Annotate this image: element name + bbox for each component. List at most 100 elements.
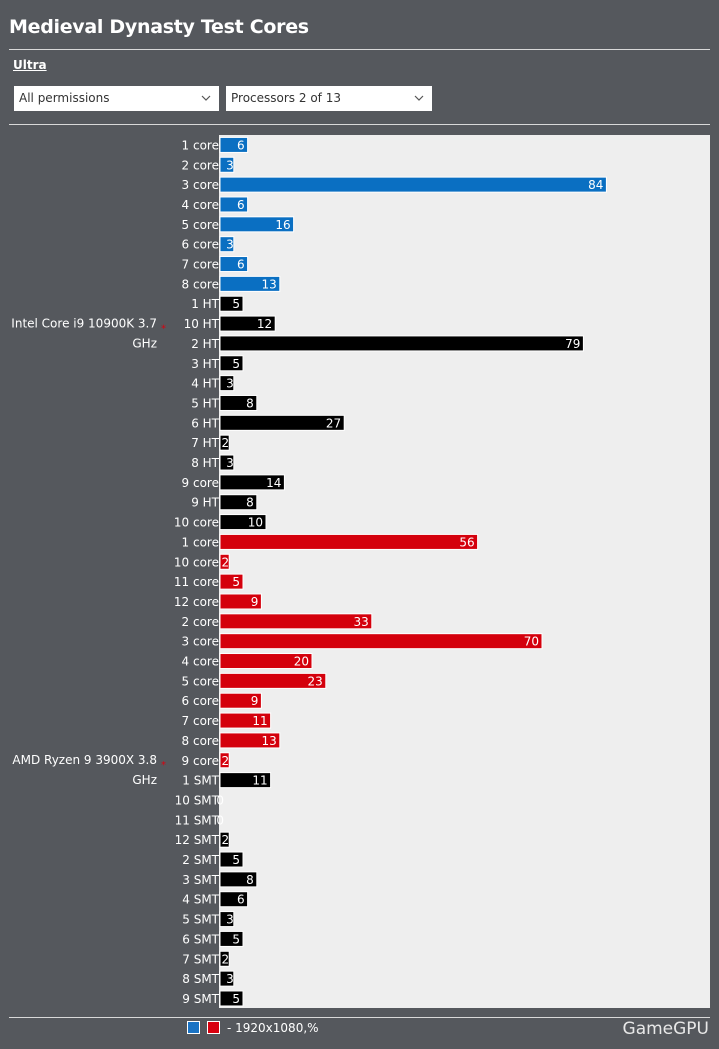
bar[interactable]: [219, 176, 607, 193]
value-label: 5: [232, 575, 240, 589]
bar[interactable]: [219, 256, 249, 273]
bar[interactable]: [219, 752, 230, 769]
value-label: 79: [565, 337, 580, 351]
bar[interactable]: [219, 891, 249, 908]
category-label: 8 core: [182, 277, 219, 291]
processors-select[interactable]: Processors 2 of 13: [226, 86, 432, 111]
group-marker-icon: *: [161, 760, 166, 771]
value-label: 3: [226, 158, 234, 172]
category-label: 2 core: [182, 158, 219, 172]
value-label: 33: [354, 615, 369, 629]
category-label: 9 HT: [191, 496, 219, 510]
value-label: 3: [226, 972, 234, 986]
category-label: 7 core: [182, 258, 219, 272]
bar[interactable]: [219, 593, 262, 610]
processors-select-value: Processors 2 of 13: [231, 91, 341, 105]
bar[interactable]: [219, 712, 272, 729]
value-label: 6: [237, 198, 245, 212]
bar[interactable]: [219, 930, 244, 947]
plot-area: [219, 135, 710, 1008]
category-label: 4 HT: [191, 377, 219, 391]
category-label: 3 core: [182, 635, 219, 649]
bar[interactable]: [219, 692, 262, 709]
bar[interactable]: [219, 514, 267, 531]
permissions-select-value: All permissions: [19, 91, 110, 105]
category-label: 6 core: [182, 694, 219, 708]
category-label: 2 SMT: [182, 853, 219, 867]
category-label: 6 SMT: [182, 932, 219, 946]
bar[interactable]: [219, 732, 281, 749]
settings-link[interactable]: Ultra: [13, 58, 47, 72]
value-label: 84: [588, 178, 603, 192]
permissions-select[interactable]: All permissions: [14, 86, 219, 111]
category-label: 8 core: [182, 734, 219, 748]
bar[interactable]: [219, 196, 249, 213]
category-label: 12 core: [174, 595, 219, 609]
chart-title: Medieval Dynasty Test Cores: [9, 16, 309, 38]
bar[interactable]: [219, 375, 235, 392]
value-label: 20: [294, 655, 309, 669]
bar[interactable]: [219, 315, 276, 332]
bar[interactable]: [219, 494, 258, 511]
category-label: 10 SMT: [175, 793, 220, 807]
category-label: 1 SMT: [182, 774, 219, 788]
bar[interactable]: [219, 136, 249, 153]
bar[interactable]: [219, 414, 345, 431]
group-marker-icon: *: [161, 324, 166, 335]
chevron-down-icon: [414, 95, 424, 101]
category-label: 12 SMT: [175, 833, 220, 847]
bar[interactable]: [219, 156, 235, 173]
category-label: 8 SMT: [182, 972, 219, 986]
value-label: 56: [459, 535, 474, 549]
bar[interactable]: [219, 950, 230, 967]
bar[interactable]: [219, 474, 285, 491]
bar[interactable]: [219, 633, 543, 650]
bar[interactable]: [219, 454, 235, 471]
category-label: 9 SMT: [182, 992, 219, 1006]
bar[interactable]: [219, 851, 244, 868]
bar[interactable]: [219, 553, 230, 570]
bar[interactable]: [219, 573, 244, 590]
category-label: 8 HT: [191, 456, 219, 470]
category-label: 2 HT: [191, 337, 219, 351]
value-label: 27: [326, 416, 341, 430]
bar[interactable]: [219, 831, 230, 848]
bar[interactable]: [219, 236, 235, 253]
value-label: 6: [237, 893, 245, 907]
category-label: 5 SMT: [182, 913, 219, 927]
legend-label: - 1920x1080,%: [227, 1021, 319, 1035]
bar[interactable]: [219, 275, 281, 292]
bar[interactable]: [219, 355, 244, 372]
value-label: 14: [266, 476, 281, 490]
value-label: 0: [216, 813, 224, 827]
value-label: 10: [248, 516, 263, 530]
value-label: 2: [222, 833, 230, 847]
value-label: 23: [308, 674, 323, 688]
bar[interactable]: [219, 335, 584, 352]
value-label: 13: [262, 734, 277, 748]
bar[interactable]: [219, 394, 258, 411]
value-label: 5: [232, 992, 240, 1006]
value-label: 3: [226, 456, 234, 470]
value-label: 11: [252, 774, 267, 788]
bar[interactable]: [219, 533, 479, 550]
category-label: 4 core: [182, 198, 219, 212]
bar[interactable]: [219, 672, 327, 689]
bar[interactable]: [219, 772, 272, 789]
legend-swatch-amd: [207, 1021, 220, 1034]
value-label: 8: [246, 873, 254, 887]
value-label: 3: [226, 238, 234, 252]
bar[interactable]: [219, 434, 230, 451]
bar[interactable]: [219, 970, 235, 987]
bar[interactable]: [219, 653, 313, 670]
bar[interactable]: [219, 295, 244, 312]
bar[interactable]: [219, 911, 235, 928]
bar[interactable]: [219, 613, 373, 630]
bar[interactable]: [219, 990, 244, 1007]
bar[interactable]: [219, 216, 295, 233]
value-label: 12: [257, 317, 272, 331]
value-label: 6: [237, 258, 245, 272]
value-label: 2: [222, 436, 230, 450]
bar[interactable]: [219, 871, 258, 888]
category-label: 10 core: [174, 516, 219, 530]
